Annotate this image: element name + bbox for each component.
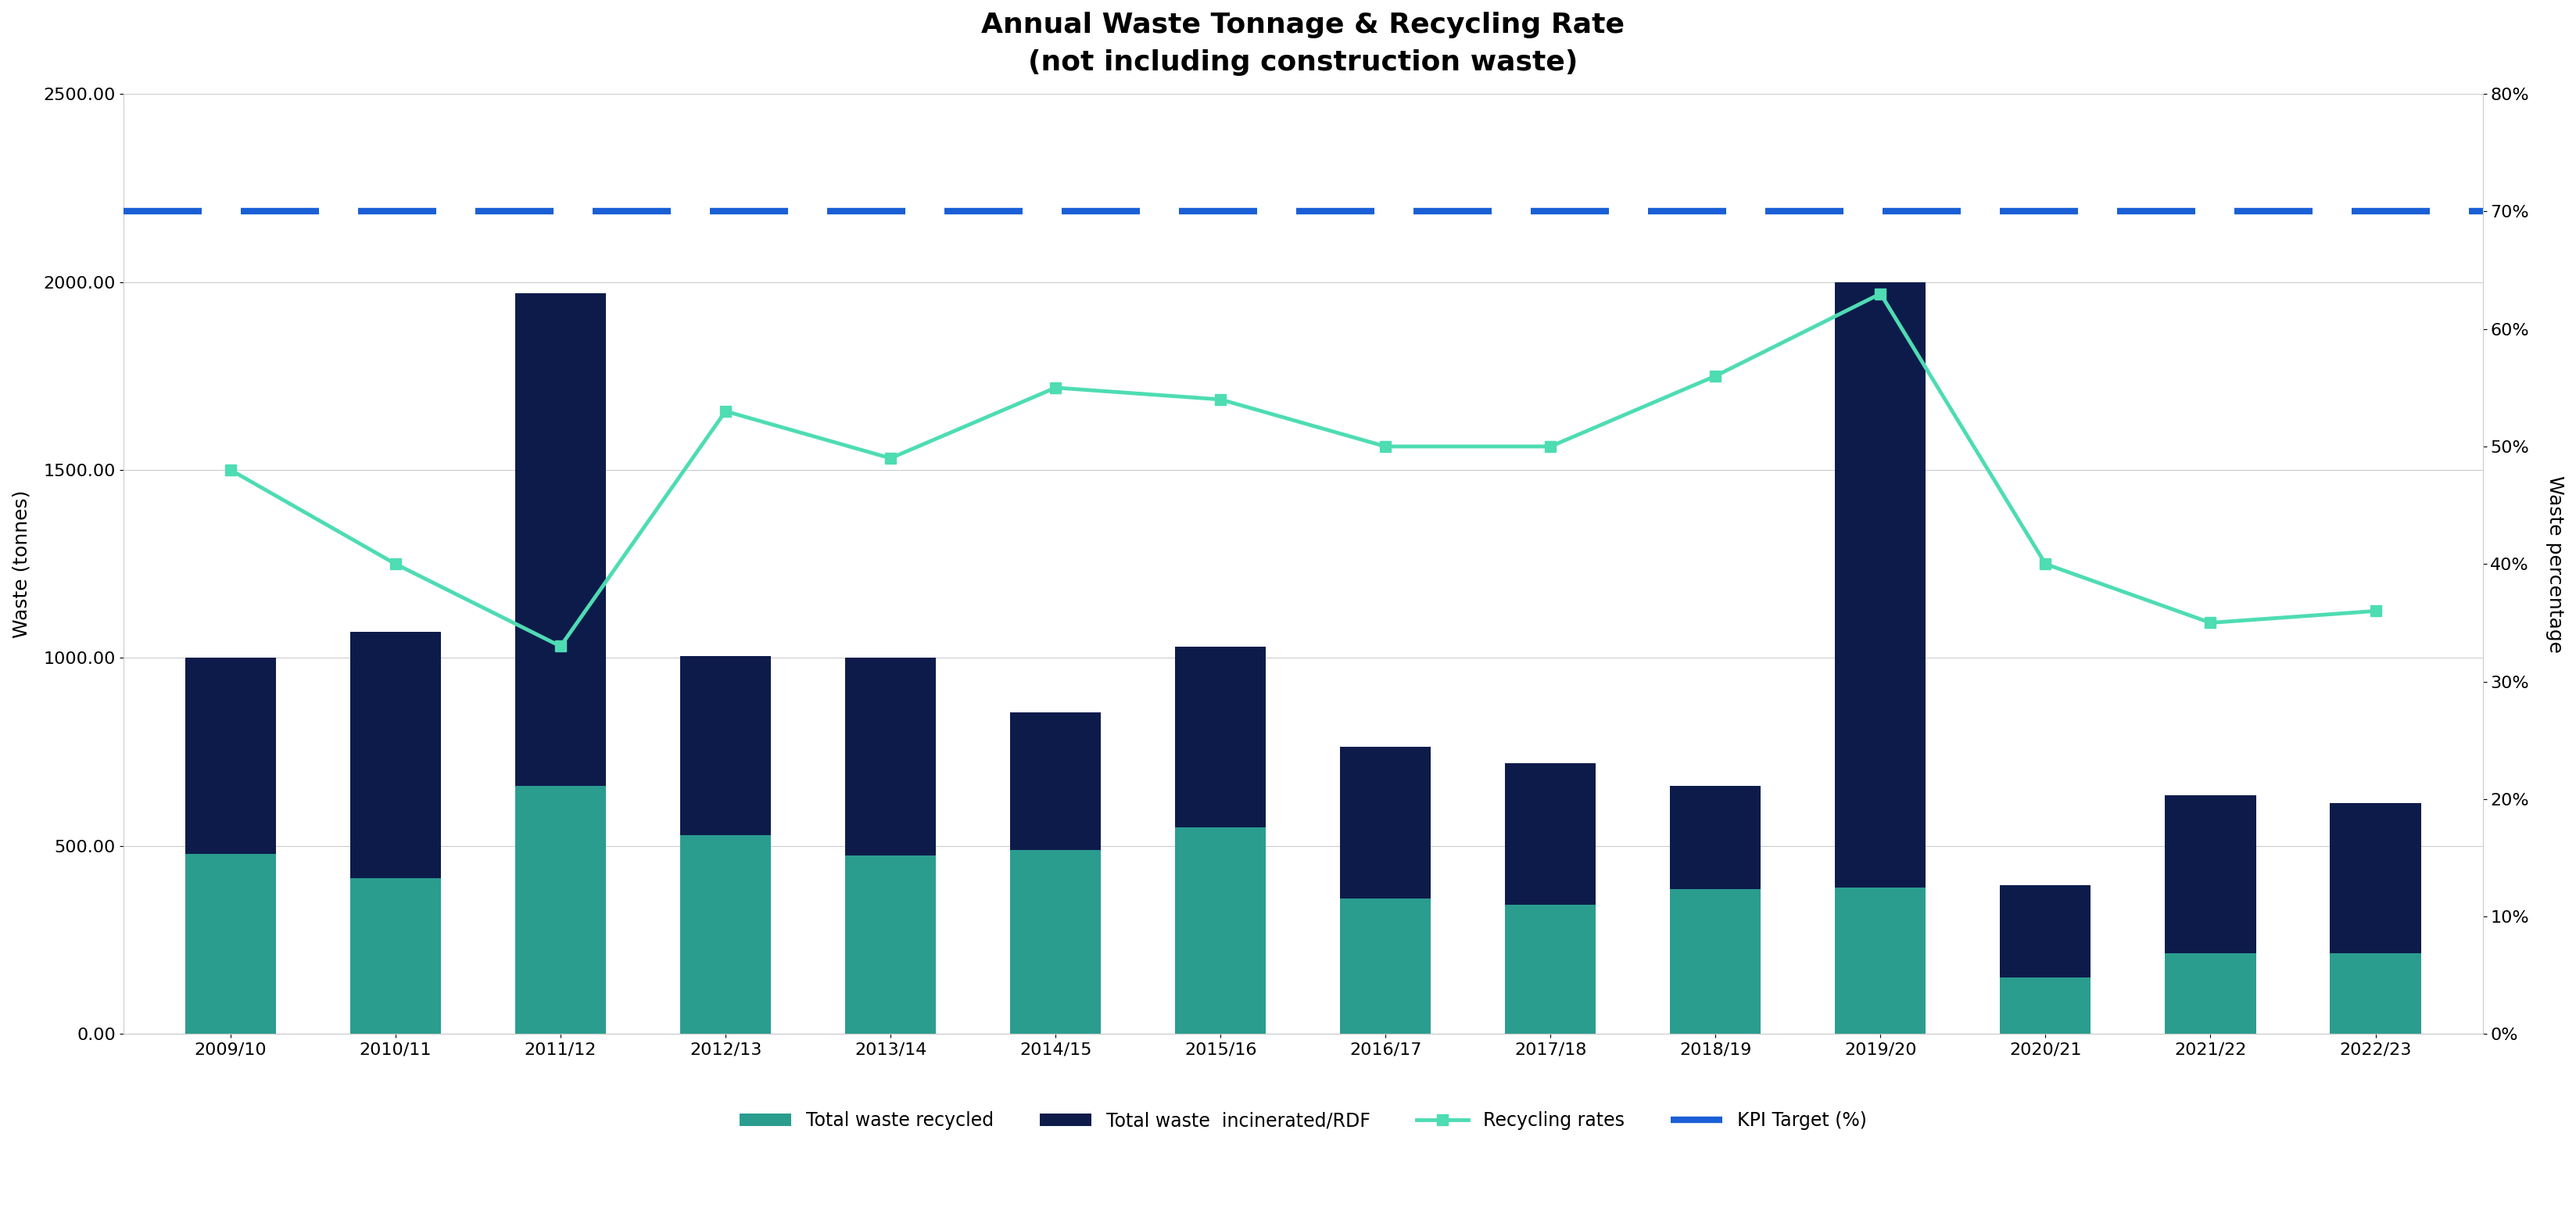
Bar	[350, 878, 440, 1035]
Recycling rates	[216, 462, 247, 477]
Bar	[680, 657, 770, 835]
Recycling rates	[2030, 556, 2061, 571]
Bar	[2164, 795, 2257, 953]
Line: Recycling rates: Recycling rates	[224, 289, 2380, 652]
Bar	[1834, 888, 1927, 1035]
Recycling rates	[1700, 368, 1731, 383]
Recycling rates	[1535, 439, 1566, 454]
Bar	[845, 658, 935, 855]
KPI Target (%)	[381, 204, 412, 219]
Recycling rates	[2360, 604, 2391, 619]
Bar	[1175, 827, 1265, 1035]
Bar	[515, 786, 605, 1035]
Bar	[2331, 802, 2421, 953]
Bar	[185, 854, 276, 1035]
Recycling rates	[546, 638, 577, 653]
Bar	[1504, 763, 1597, 904]
Bar	[515, 294, 605, 786]
Title: Annual Waste Tonnage & Recycling Rate
(not including construction waste): Annual Waste Tonnage & Recycling Rate (n…	[981, 12, 1625, 76]
Bar	[1010, 850, 1100, 1035]
Bar	[1834, 283, 1927, 888]
Bar	[1504, 904, 1597, 1035]
Y-axis label: Waste percentage: Waste percentage	[2545, 476, 2563, 653]
Bar	[845, 855, 935, 1035]
Recycling rates	[2195, 615, 2226, 630]
Recycling rates	[711, 404, 742, 418]
Recycling rates	[381, 556, 412, 571]
Bar	[2331, 953, 2421, 1035]
Bar	[185, 658, 276, 854]
Recycling rates	[1370, 439, 1401, 454]
Recycling rates	[876, 451, 907, 466]
Recycling rates	[1865, 286, 1896, 301]
Bar	[1669, 786, 1762, 889]
Recycling rates	[1041, 380, 1072, 395]
Bar	[1175, 647, 1265, 827]
Bar	[1999, 977, 2092, 1035]
Bar	[2164, 953, 2257, 1035]
Bar	[350, 632, 440, 878]
Y-axis label: Waste (tonnes): Waste (tonnes)	[13, 490, 31, 638]
Bar	[1999, 885, 2092, 977]
Bar	[1010, 713, 1100, 850]
Legend: Total waste recycled, Total waste  incinerated/RDF, Recycling rates, KPI Target : Total waste recycled, Total waste incine…	[732, 1104, 1875, 1137]
Bar	[1669, 889, 1762, 1035]
Bar	[1340, 746, 1430, 899]
KPI Target (%)	[216, 204, 247, 219]
Bar	[1340, 899, 1430, 1035]
Recycling rates	[1206, 393, 1236, 407]
Bar	[680, 835, 770, 1035]
